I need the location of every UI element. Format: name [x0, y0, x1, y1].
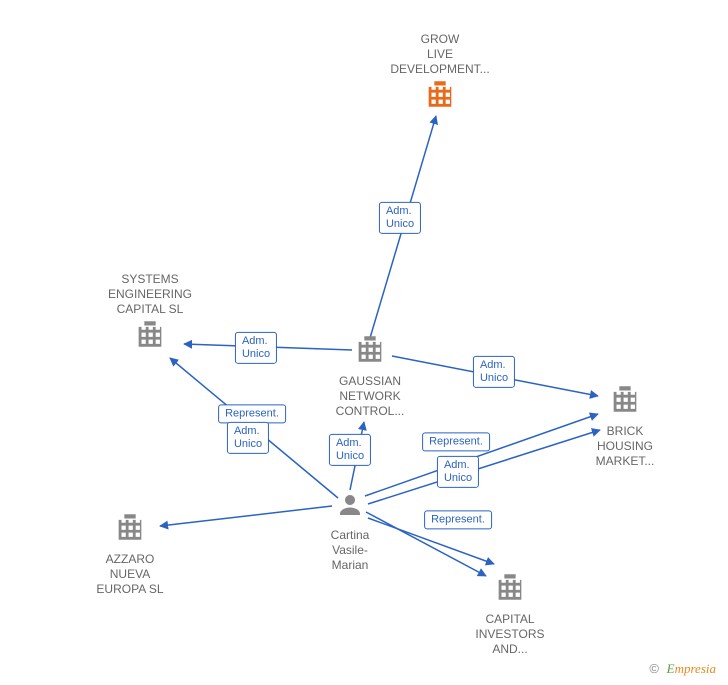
footer: © Empresia: [649, 661, 716, 677]
company-icon: [133, 317, 167, 355]
node-label: CAPITALINVESTORSAND...: [450, 612, 570, 657]
company-icon: [608, 382, 642, 420]
edge-line: [370, 116, 436, 338]
node-capital: CAPITALINVESTORSAND...: [450, 570, 570, 657]
node-label: GAUSSIANNETWORKCONTROL...: [310, 374, 430, 419]
company-icon: [353, 332, 387, 370]
brand-first-letter: E: [667, 661, 675, 676]
node-grow: GROWLIVEDEVELOPMENT...: [380, 28, 500, 115]
edge-line: [366, 512, 486, 576]
edge-label: Adm.Unico: [437, 456, 479, 488]
company-icon: [423, 77, 457, 115]
node-systems: SYSTEMSENGINEERINGCAPITAL SL: [90, 268, 210, 355]
node-azzaro: AZZARONUEVAEUROPA SL: [70, 510, 190, 597]
node-label: BRICKHOUSINGMARKET...: [565, 424, 685, 469]
edge-label: Adm.Unico: [379, 202, 421, 234]
edge-line: [368, 518, 494, 564]
node-cartina: CartinaVasile-Marian: [290, 490, 410, 573]
edges-layer: [0, 0, 728, 685]
node-label: SYSTEMSENGINEERINGCAPITAL SL: [90, 272, 210, 317]
edge-line: [160, 506, 332, 526]
company-icon: [493, 570, 527, 608]
node-gaussian: GAUSSIANNETWORKCONTROL...: [310, 332, 430, 419]
brand-name: Empresia: [667, 661, 716, 676]
edge-line: [184, 344, 352, 350]
edge-label: Adm.Unico: [227, 422, 269, 454]
edge-label: Represent.: [218, 404, 286, 423]
edge-label: Represent.: [424, 510, 492, 529]
node-brick: BRICKHOUSINGMARKET...: [565, 382, 685, 469]
edge-label: Adm.Unico: [329, 434, 371, 466]
edge-line: [170, 358, 338, 498]
edge-label: Represent.: [422, 432, 490, 451]
edge-line: [365, 414, 598, 496]
copyright-symbol: ©: [649, 661, 659, 676]
edge-label: Adm.Unico: [235, 332, 277, 364]
node-label: AZZARONUEVAEUROPA SL: [70, 552, 190, 597]
edge-label: Adm.Unico: [473, 356, 515, 388]
edge-line: [350, 422, 364, 490]
person-icon: [335, 490, 365, 524]
company-icon: [113, 510, 147, 548]
node-label: CartinaVasile-Marian: [290, 528, 410, 573]
edge-line: [368, 430, 600, 504]
node-label: GROWLIVEDEVELOPMENT...: [380, 32, 500, 77]
brand-rest: mpresia: [675, 661, 716, 676]
edge-line: [392, 356, 598, 396]
